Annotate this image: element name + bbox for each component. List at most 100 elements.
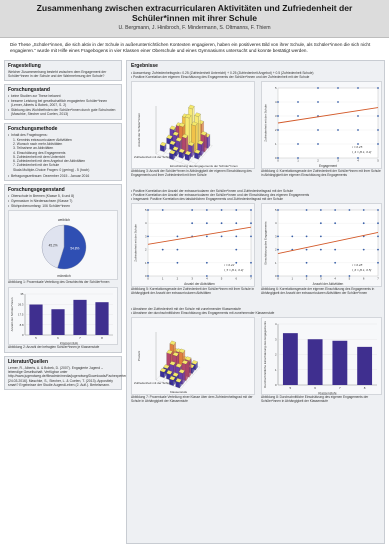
literature-text: Lerner, R., Alberts, A. & Bobek, D. (200… (8, 366, 217, 387)
x-tick-label: 8 (101, 336, 103, 340)
data-point (319, 222, 322, 225)
data-point (297, 100, 299, 103)
figure-scatter-5: 0 1 2 3 4 5 0 1 2 3 4 5 6 7 Anzahl der Aktivitäten Zufr… (131, 202, 255, 287)
x-tick-label: 5 (290, 386, 292, 390)
y-axis-label: Zufriedenheit mit der Schule (134, 224, 138, 262)
bar3d-top (160, 368, 167, 373)
y-tick-label: 4 (275, 322, 277, 326)
bar3d-top (175, 136, 182, 142)
data-point (205, 222, 208, 225)
bar3d-top (188, 141, 195, 146)
data-point (277, 128, 279, 131)
data-point (305, 275, 308, 277)
bar3d-top (181, 360, 189, 365)
y-tick-label: 2 (275, 128, 277, 132)
figure-caption: Abbildung 7: Prozentuale Verteilung eine… (131, 395, 253, 404)
y-tick-label: 0 (275, 156, 277, 160)
data-point (147, 235, 149, 238)
x-tick-label: 7 (377, 277, 379, 281)
x-tick-label: 6 (236, 277, 238, 281)
figure-caption: Abbildung 4: Korrelationsgerade der Zufr… (261, 168, 381, 177)
poster-authors: U. Bergmann, J. Hinibroch, F. Mindermann… (118, 25, 271, 31)
section-heading: Fragestellung (8, 62, 41, 69)
list-item: Oberschule in Bremen (Klasse 5, 6 und 8) (8, 194, 118, 198)
bar3d-top (178, 348, 186, 354)
y-tick-label: 2 (275, 248, 277, 252)
figure-caption: Abbildung 3: Anzahl der Schüler*innen in… (131, 168, 252, 177)
grid-line (159, 149, 197, 164)
bar3d-top (188, 104, 195, 109)
bar3d-top (166, 370, 173, 375)
data-point (277, 209, 279, 211)
x-axis-label: Anzahl der Aktivitäten (313, 282, 344, 286)
data-point (377, 248, 379, 251)
plot-area (277, 87, 379, 158)
section-literatur: Literatur/Quellen Lerner, R., Alberts, A… (4, 356, 217, 391)
data-point (377, 86, 379, 89)
bar3d-top (178, 148, 185, 153)
y-tick-label: 8.8 (20, 323, 24, 327)
data-point (250, 261, 252, 264)
data-point (377, 261, 379, 264)
list-item: Inhalt des Fragebogens: (8, 133, 118, 137)
bar3d-top (184, 150, 192, 155)
x-tick-label: 5 (377, 158, 379, 162)
data-point (362, 248, 365, 251)
bar3d-side (204, 132, 207, 152)
data-point (337, 100, 339, 103)
bar3d-top (169, 376, 176, 381)
pie-slice-männlich (41, 225, 65, 269)
section-fragestellung: Fragestellung Welcher Zusammenhang beste… (4, 60, 122, 82)
bar3d-top (194, 112, 201, 117)
data-point (205, 235, 208, 238)
data-point (348, 209, 351, 211)
data-point (147, 261, 149, 264)
data-point (147, 209, 149, 211)
x-tick-label: 2 (306, 277, 308, 281)
figure-caption: Abbildung 1: Prozentuale Verteilung des … (8, 280, 110, 285)
y-tick-label: 0 (145, 274, 147, 278)
figure-row-1: Einschätzung des Engagements der Schüler… (131, 80, 382, 169)
data-point (334, 222, 337, 225)
data-point (305, 235, 308, 238)
x-tick-label: 3 (191, 277, 193, 281)
result-bullet: • Positive Korrelation der eigenen Einsc… (131, 74, 310, 79)
caption-row-3: Abbildung 7: Prozentuale Verteilung eine… (131, 395, 380, 415)
pie-chart-figure: 54.8% 45.2% weiblich männlich (8, 210, 118, 281)
data-point (317, 142, 319, 145)
left-column: Fragestellung Welcher Zusammenhang beste… (4, 60, 217, 393)
bar-5 (29, 304, 43, 336)
data-point (377, 114, 379, 117)
y-tick-label: 3 (275, 234, 277, 238)
y-tick-label: 4 (275, 221, 277, 225)
y-tick-label: 1 (275, 368, 277, 372)
list-item: Stichprobenumfang: 106 Schüler*innen (8, 204, 118, 208)
list-item: keine Studien zur These bekannt (8, 94, 118, 98)
caption-row-1: Abbildung 3: Anzahl der Schüler*innen in… (131, 168, 381, 189)
data-point (191, 209, 194, 211)
data-point (357, 86, 359, 89)
data-point (277, 156, 279, 159)
x-axis-label: Engagement (319, 164, 337, 168)
bar3d-side (189, 357, 192, 378)
y-axis-label: Zufriedenheit mit der Schule (134, 381, 172, 385)
bar3d-top (191, 360, 198, 365)
result-bullet: • Abnahme der Zufriedenheit mit der Schu… (131, 306, 242, 311)
bar-chart-class-count: 0 8.8 17.5 26.3 35 5 6 7 8 Klassenstufe Anzahl der… (10, 292, 113, 346)
data-point (235, 235, 238, 238)
data-point (277, 275, 279, 277)
bar3d-top (160, 141, 167, 147)
regression-line (147, 226, 252, 245)
data-point (362, 209, 365, 211)
x-axis-label: Klassenstufe (170, 390, 188, 394)
data-point (205, 261, 208, 264)
data-point (319, 209, 322, 211)
bar3d-top (169, 140, 176, 145)
data-point (337, 86, 339, 89)
bar-7 (73, 299, 87, 336)
x-tick-label: 6 (314, 386, 316, 390)
pie-value-label: 45.2% (49, 244, 58, 248)
list-item: Stärkung des Wohlbefinden der Schüler*in… (8, 108, 118, 116)
